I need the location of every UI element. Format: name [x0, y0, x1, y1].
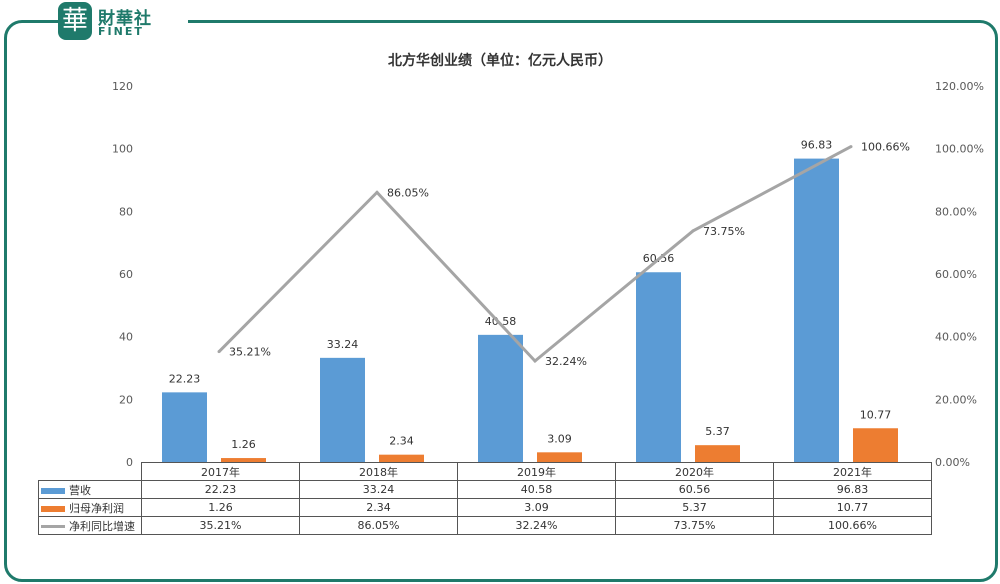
- line-data-label: 100.66%: [861, 141, 910, 154]
- legend-growth: 净利同比增速: [38, 516, 142, 535]
- y2-tick-label: 40.00%: [935, 331, 977, 344]
- finet-seal-icon: 華: [58, 2, 92, 40]
- finet-logo: 華 財華社 FINET: [58, 0, 188, 44]
- line-data-label: 35.21%: [229, 346, 271, 359]
- bar-revenue: [794, 158, 839, 462]
- line-data-label: 32.24%: [545, 355, 587, 368]
- table-cell: 40.58: [457, 480, 616, 499]
- data-table: 2017年 2018年 2019年 2020年 2021年 营收 22.23 3…: [38, 462, 932, 535]
- legend-swatch-net-profit: [41, 505, 65, 512]
- chart-title: 北方华创业绩（单位：亿元人民币）: [388, 53, 612, 69]
- line-point: [691, 229, 695, 233]
- table-header-cell: 2017年: [141, 462, 300, 481]
- table-cell: 22.23: [141, 480, 300, 499]
- table-cell: 5.37: [615, 498, 774, 517]
- table-header-row: 2017年 2018年 2019年 2020年 2021年: [38, 462, 932, 481]
- table-cell: 86.05%: [299, 516, 458, 535]
- legend-swatch-revenue: [41, 487, 65, 494]
- data-label: 33.24: [327, 338, 359, 351]
- legend-net-profit: 归母净利润: [38, 498, 142, 517]
- bar-net-profit: [695, 445, 740, 462]
- y2-tick-label: 80.00%: [935, 205, 977, 218]
- data-label: 5.37: [705, 425, 730, 438]
- legend-revenue: 营收: [38, 480, 142, 499]
- table-corner: [38, 462, 142, 481]
- table-header-cell: 2018年: [299, 462, 458, 481]
- table-header-cell: 2020年: [615, 462, 774, 481]
- legend-swatch-growth: [41, 525, 65, 528]
- bar-revenue: [320, 357, 365, 462]
- bar-revenue: [478, 334, 523, 462]
- data-label: 22.23: [169, 372, 201, 385]
- data-label: 1.26: [231, 438, 256, 451]
- bar-revenue: [162, 392, 207, 462]
- brand-name-en: FINET: [98, 25, 144, 38]
- y-tick-label: 80: [119, 205, 133, 218]
- table-cell: 32.24%: [457, 516, 616, 535]
- y-tick-label: 20: [119, 393, 133, 406]
- bar-net-profit: [379, 454, 424, 462]
- data-label: 96.83: [801, 139, 833, 152]
- line-data-label: 73.75%: [703, 225, 745, 238]
- table-cell: 96.83: [773, 480, 932, 499]
- line-data-label: 86.05%: [387, 186, 429, 199]
- y-tick-label: 120: [112, 80, 133, 93]
- table-cell: 33.24: [299, 480, 458, 499]
- y2-tick-label: 120.00%: [935, 80, 984, 93]
- table-row-net-profit: 归母净利润 1.26 2.34 3.09 5.37 10.77: [38, 498, 932, 517]
- table-cell: 100.66%: [773, 516, 932, 535]
- bar-net-profit: [221, 458, 266, 462]
- data-label: 10.77: [860, 408, 892, 421]
- table-cell: 3.09: [457, 498, 616, 517]
- y2-tick-label: 20.00%: [935, 393, 977, 406]
- table-cell: 1.26: [141, 498, 300, 517]
- bar-net-profit: [853, 428, 898, 462]
- table-cell: 2.34: [299, 498, 458, 517]
- bar-net-profit: [537, 452, 582, 462]
- line-point: [533, 359, 537, 363]
- legend-label: 归母净利润: [69, 501, 124, 515]
- legend-label: 净利同比增速: [69, 519, 135, 533]
- table-cell: 35.21%: [141, 516, 300, 535]
- y2-tick-label: 0.00%: [935, 456, 970, 469]
- data-label: 40.58: [485, 315, 517, 328]
- y2-tick-label: 60.00%: [935, 268, 977, 281]
- line-point: [217, 350, 221, 354]
- table-row-revenue: 营收 22.23 33.24 40.58 60.56 96.83: [38, 480, 932, 499]
- data-label: 2.34: [389, 435, 414, 448]
- table-header-cell: 2021年: [773, 462, 932, 481]
- y-tick-label: 40: [119, 331, 133, 344]
- line-growth: [217, 145, 852, 364]
- data-label: 3.09: [547, 432, 572, 445]
- y-tick-label: 60: [119, 268, 133, 281]
- line-point: [375, 190, 379, 194]
- table-row-growth: 净利同比增速 35.21% 86.05% 32.24% 73.75% 100.6…: [38, 516, 932, 535]
- brand-name-cn: 財華社: [98, 9, 152, 29]
- legend-label: 营收: [69, 483, 91, 497]
- table-header-cell: 2019年: [457, 462, 616, 481]
- table-cell: 73.75%: [615, 516, 774, 535]
- bar-revenue: [636, 272, 681, 462]
- y-tick-label: 100: [112, 143, 133, 156]
- table-cell: 10.77: [773, 498, 932, 517]
- line-point: [849, 145, 853, 149]
- table-cell: 60.56: [615, 480, 774, 499]
- y2-tick-label: 100.00%: [935, 143, 984, 156]
